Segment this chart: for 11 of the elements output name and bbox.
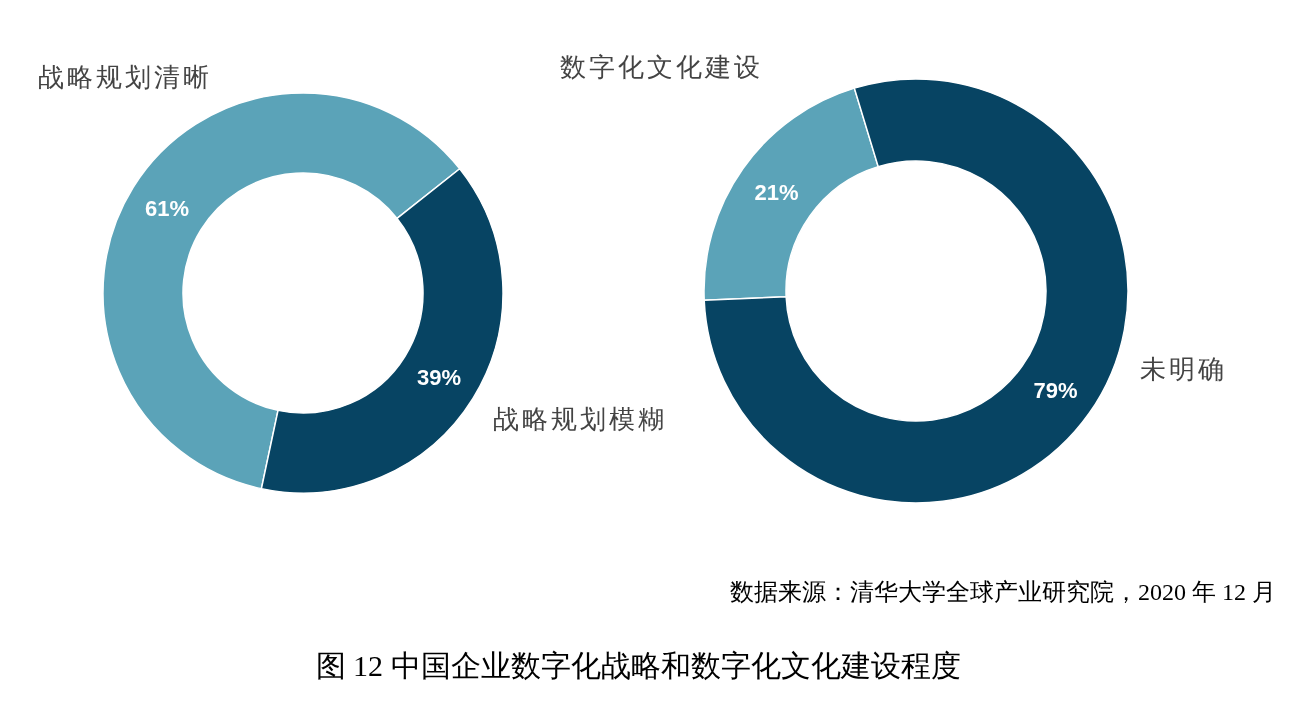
- data-label: 61%: [144, 196, 190, 222]
- data-label: 39%: [416, 365, 462, 391]
- slice-label: 战略规划清晰: [38, 62, 212, 92]
- slice-label: 数字化文化建设: [560, 52, 763, 82]
- slice-label: 未明确: [1140, 354, 1227, 384]
- caption: 图 12 中国企业数字化战略和数字化文化建设程度: [315, 649, 961, 682]
- source-note: 数据来源：清华大学全球产业研究院，2020 年 12 月: [730, 579, 1276, 605]
- slice-label: 战略规划模糊: [493, 404, 667, 434]
- data-label: 79%: [1033, 377, 1078, 403]
- data-label: 21%: [754, 179, 799, 205]
- donut-slice: [703, 78, 1129, 504]
